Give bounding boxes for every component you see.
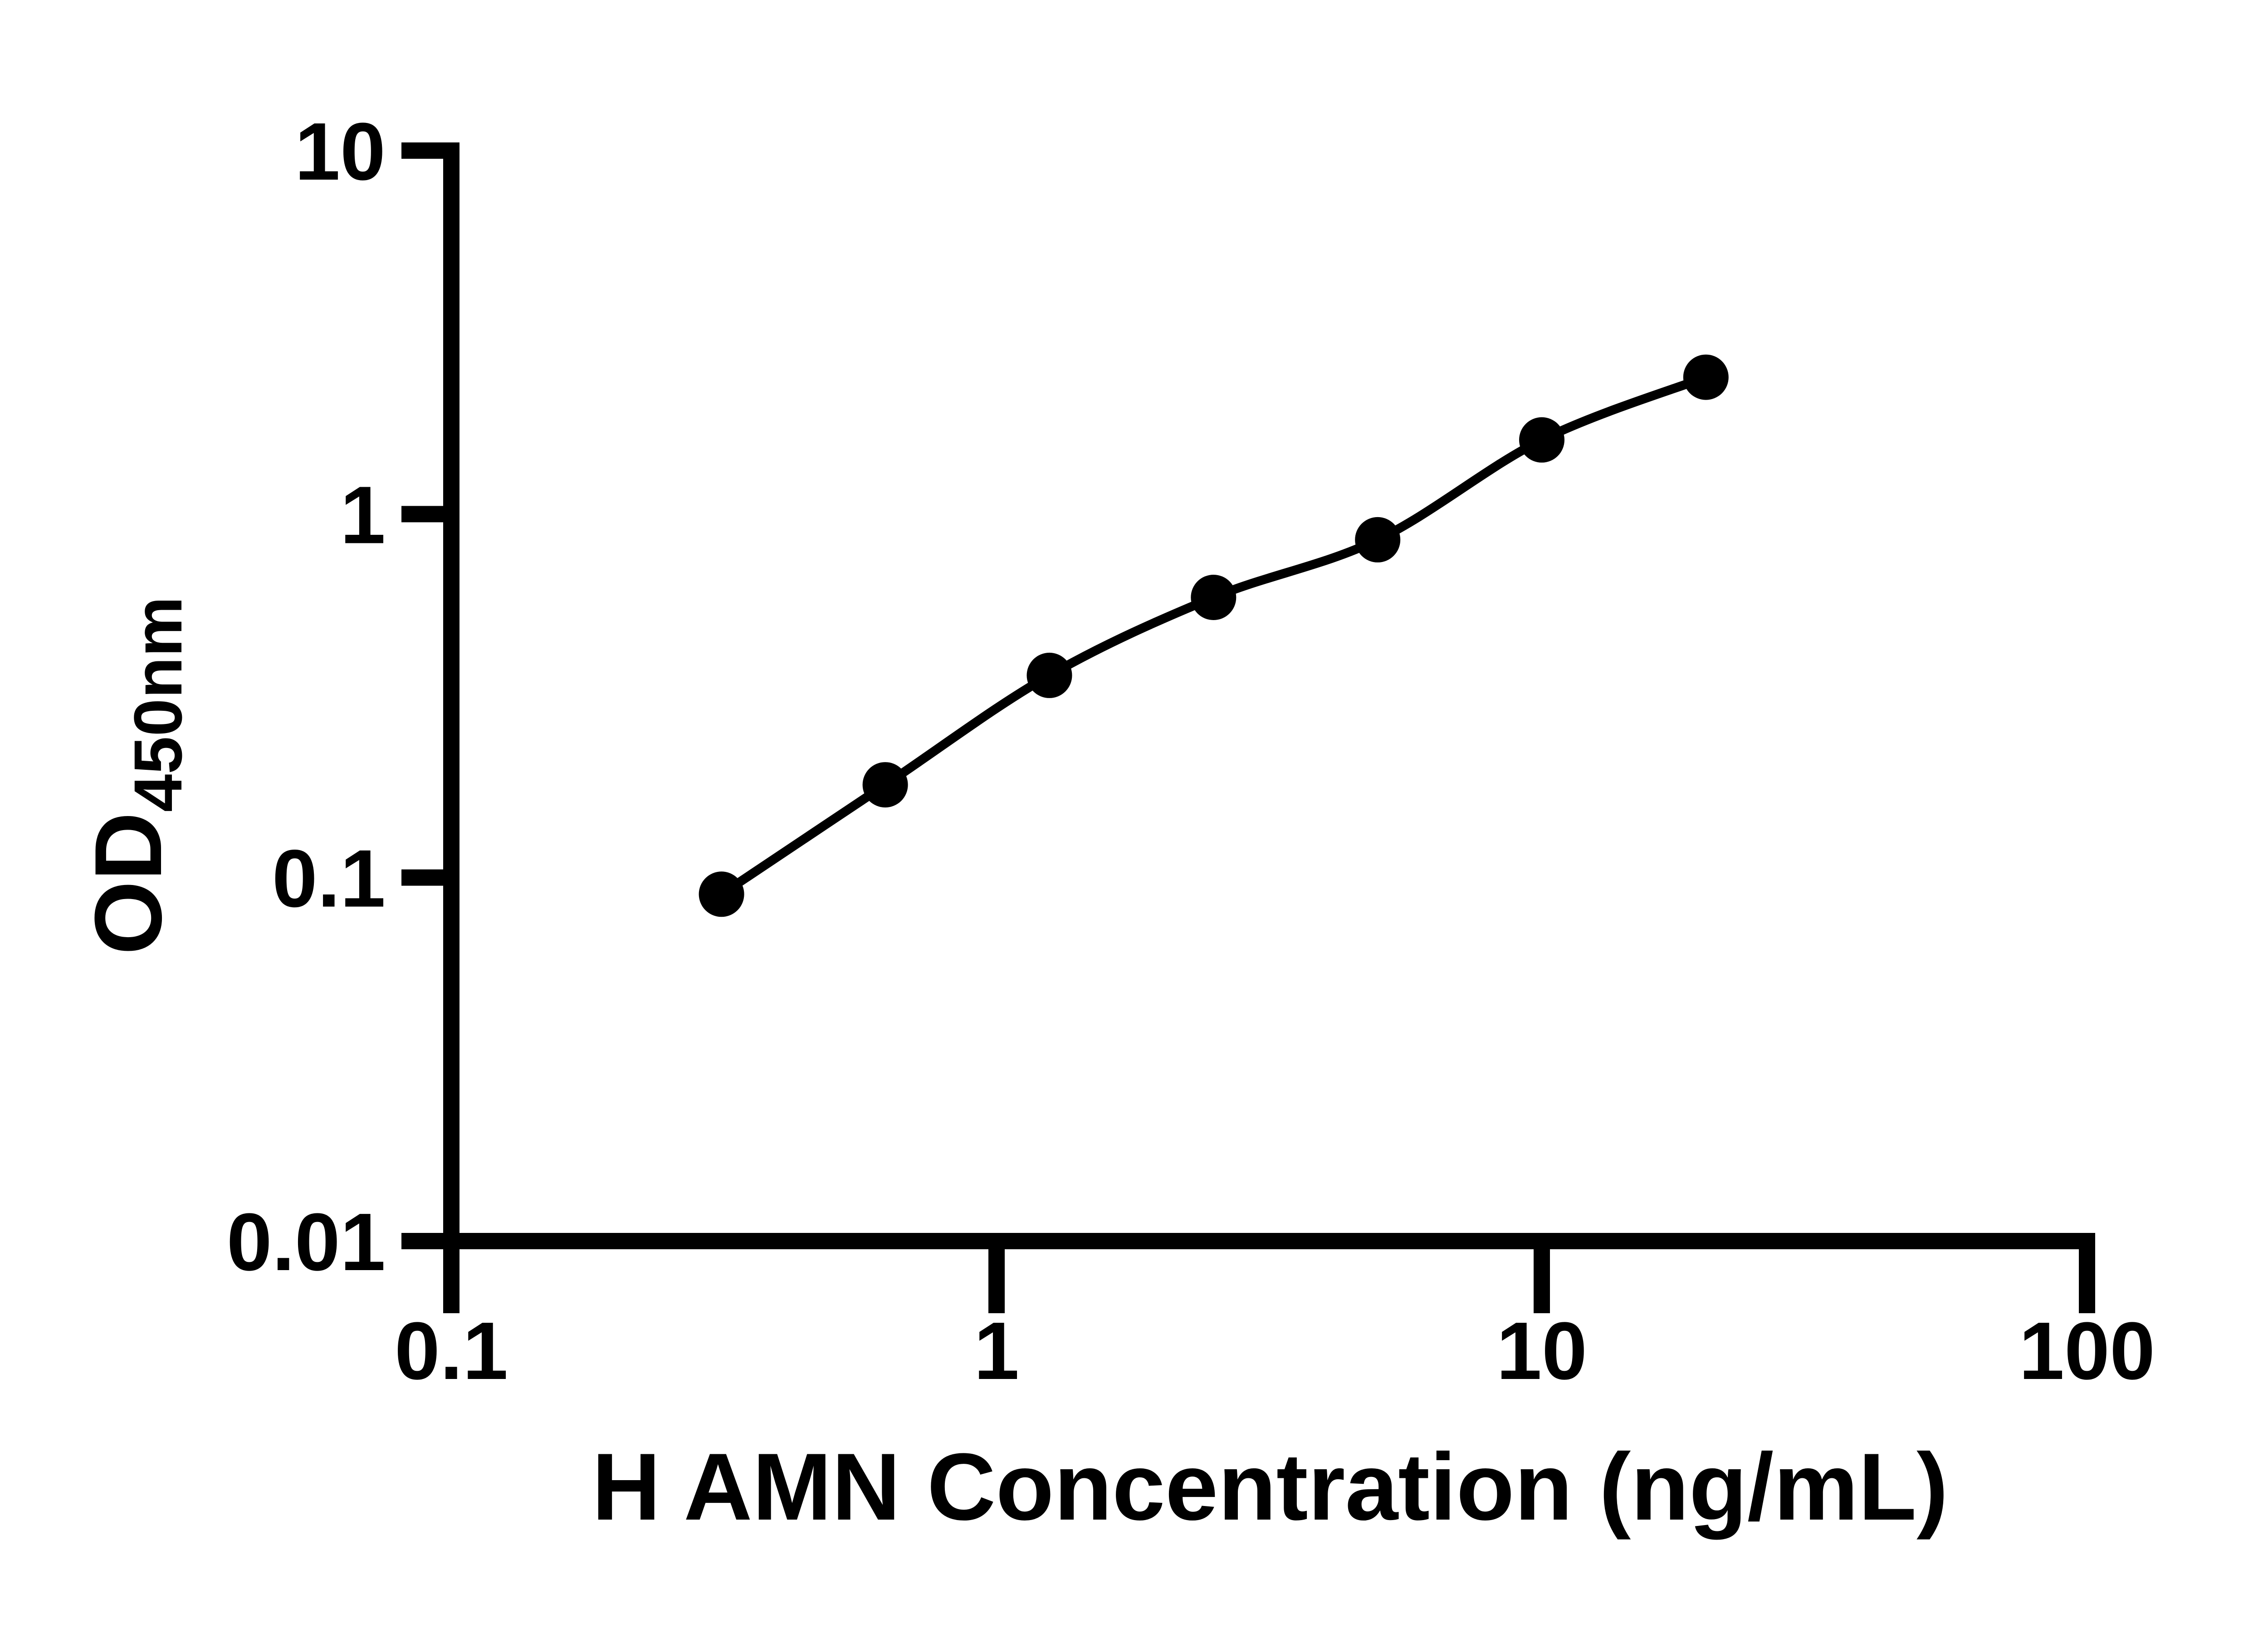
x-axis-tick-label-10: 10 <box>1496 1305 1587 1397</box>
y-axis-title-main: OD <box>75 812 181 955</box>
x-axis-tick-label-0.1: 0.1 <box>395 1305 508 1397</box>
data-point-0.313 <box>699 871 744 917</box>
data-point-20 <box>1683 354 1729 400</box>
data-layer <box>699 354 1729 917</box>
x-axis-tick-label-100: 100 <box>2019 1305 2155 1397</box>
y-axis-tick-label-1: 1 <box>340 469 386 561</box>
y-axis-title-subscript: 450nm <box>120 596 196 812</box>
axes-layer <box>443 142 2095 1249</box>
y-axis-tick-label-10: 10 <box>295 106 386 197</box>
data-point-1.25 <box>1026 652 1072 698</box>
x-axis-tick-label-1: 1 <box>974 1305 1019 1397</box>
y-axis-title: OD450nm <box>75 596 196 955</box>
y-axis-tick-label-0.01: 0.01 <box>227 1197 386 1288</box>
x-axis-title: H AMN Concentration (ng/mL) <box>592 1433 1948 1540</box>
data-point-5 <box>1355 517 1401 562</box>
y-axis-tick-label-0.1: 0.1 <box>272 833 386 924</box>
data-point-2.5 <box>1191 575 1237 620</box>
data-point-0.625 <box>862 762 908 808</box>
data-point-10 <box>1519 417 1564 463</box>
axis-spines <box>443 142 2095 1249</box>
tick-layer <box>401 142 2095 1313</box>
